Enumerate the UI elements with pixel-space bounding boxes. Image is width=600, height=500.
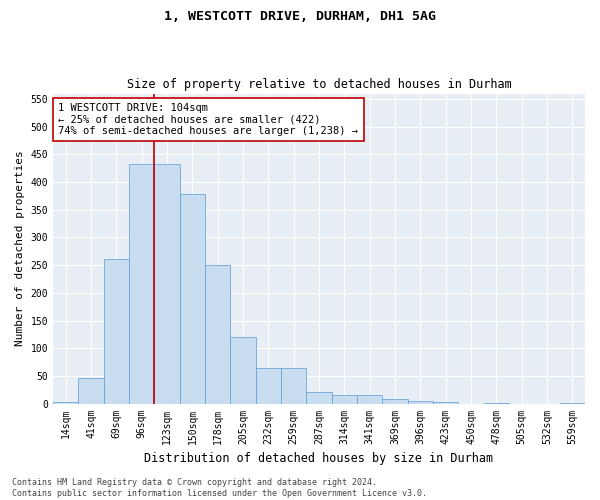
Bar: [53, 402, 79, 404]
Y-axis label: Number of detached properties: Number of detached properties: [15, 150, 25, 346]
X-axis label: Distribution of detached houses by size in Durham: Distribution of detached houses by size …: [145, 452, 494, 465]
Bar: [230, 337, 256, 404]
Bar: [205, 265, 230, 404]
Bar: [129, 164, 154, 404]
Text: Contains HM Land Registry data © Crown copyright and database right 2024.
Contai: Contains HM Land Registry data © Crown c…: [12, 478, 427, 498]
Bar: [433, 402, 458, 404]
Bar: [560, 403, 585, 404]
Bar: [382, 399, 407, 404]
Bar: [357, 396, 382, 404]
Text: 1, WESTCOTT DRIVE, DURHAM, DH1 5AG: 1, WESTCOTT DRIVE, DURHAM, DH1 5AG: [164, 10, 436, 23]
Bar: [484, 403, 509, 404]
Bar: [332, 396, 357, 404]
Bar: [256, 368, 281, 404]
Bar: [154, 164, 179, 404]
Bar: [307, 392, 332, 404]
Text: 1 WESTCOTT DRIVE: 104sqm
← 25% of detached houses are smaller (422)
74% of semi-: 1 WESTCOTT DRIVE: 104sqm ← 25% of detach…: [58, 103, 358, 136]
Bar: [104, 258, 129, 404]
Bar: [79, 378, 104, 404]
Bar: [407, 401, 433, 404]
Title: Size of property relative to detached houses in Durham: Size of property relative to detached ho…: [127, 78, 511, 91]
Bar: [281, 368, 307, 404]
Bar: [179, 194, 205, 404]
